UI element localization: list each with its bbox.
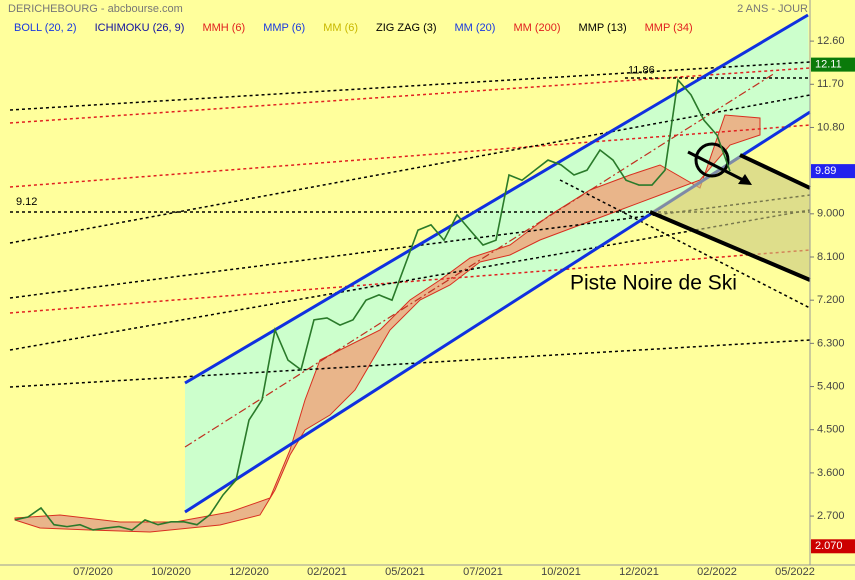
y-tick-label: 7.200 [817,294,845,306]
legend-entry: MM (6) [323,22,358,34]
legend-entry: MMH (6) [202,22,245,34]
ski-line [739,153,811,190]
legend-entry: MMP (34) [645,22,693,34]
x-tick-label: 07/2021 [463,566,503,578]
trend-lines [9,13,811,514]
ski-zone [650,155,810,280]
ski-line [649,210,811,282]
trend-line [9,61,811,111]
ichimoku-cloud [14,114,761,533]
y-tick-label: 8.100 [817,251,845,263]
price-tag-label: 12.11 [815,59,842,71]
price-tag-label: 9.89 [815,165,836,177]
midline [184,72,776,448]
y-tick-label: 9.000 [817,208,845,220]
x-tick-label: 12/2021 [619,566,659,578]
arrow-head [738,174,752,185]
y-tick-label: 4.500 [817,424,845,436]
price-tag [811,57,855,72]
trend-line [9,67,811,124]
price-tag [811,164,855,179]
trend-line [559,179,811,309]
price-tag-label: 2.070 [815,540,843,552]
trend-line [9,249,811,314]
y-tick-label: 6.300 [817,337,845,349]
x-tick-label: 05/2021 [385,566,425,578]
trend-line [9,339,811,388]
x-tick-label: 02/2021 [307,566,347,578]
y-tick-label: 3.600 [817,467,845,479]
x-tick-label: 05/2022 [775,566,815,578]
y-tick-label: 2.700 [817,510,845,522]
chart-subtitle: 2 ANS - JOUR [737,3,808,15]
legend-entry: MM (20) [455,22,496,34]
legend-entry: MM (200) [513,22,560,34]
legend-entry: BOLL (20, 2) [14,22,77,34]
chart-title: DERICHEBOURG - abcbourse.com [8,3,183,15]
x-tick-label: 10/2020 [151,566,191,578]
x-tick-label: 02/2022 [697,566,737,578]
legend-entry: MMP (6) [263,22,305,34]
annotation: Piste Noire de Ski [570,272,737,295]
price-annotation: 11.86 [628,65,655,77]
price-line [14,78,731,531]
y-tick-label: 10.80 [817,121,845,133]
price-annotation: 9.12 [16,196,37,208]
legend-entry: ZIG ZAG (3) [376,22,437,34]
circle-marker [694,142,730,178]
channel-top [184,13,809,385]
y-tick-label: 11.70 [817,78,844,90]
legend-entry: ICHIMOKU (26, 9) [95,22,185,34]
legend-entry: MMP (13) [579,22,627,34]
y-tick-label: 12.60 [817,35,845,47]
price-tag [811,539,855,554]
x-tick-label: 10/2021 [541,566,581,578]
y-tick-label: 5.400 [817,380,845,392]
x-tick-label: 12/2020 [229,566,269,578]
x-tick-label: 07/2020 [73,566,113,578]
